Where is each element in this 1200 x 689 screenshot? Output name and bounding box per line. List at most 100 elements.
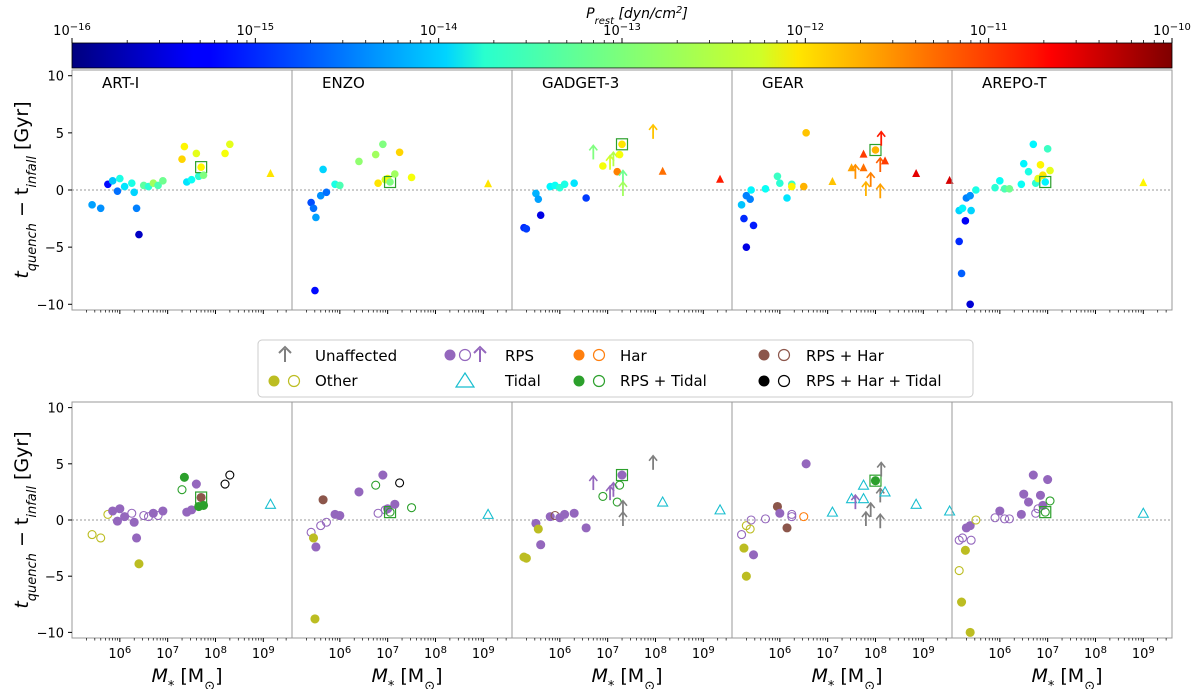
legend-label-har: Har (620, 347, 647, 365)
data-point-rps (618, 140, 626, 149)
data-point-rps (130, 188, 138, 197)
data-point-rps_tidal (386, 178, 394, 186)
data-point-rps (1038, 500, 1048, 510)
data-point-rps (1043, 474, 1053, 485)
y-tick-label: 5 (56, 458, 64, 473)
data-point-rps-arrowhead (850, 163, 861, 171)
data-point-rps (1035, 490, 1046, 500)
data-point-rps (159, 177, 167, 185)
data-point-rps_tidal (385, 507, 395, 517)
data-point-rps_tidal (180, 142, 189, 151)
data-point-other (135, 230, 143, 239)
data-point-rps (737, 201, 746, 209)
x-tick-label: 108 (204, 645, 227, 663)
highlight-box (869, 143, 882, 157)
data-point-rps (312, 213, 320, 222)
data-point-rps (374, 179, 382, 187)
y-tick-label: −5 (45, 570, 64, 585)
data-point-tidal (658, 166, 667, 175)
data-point-rps (115, 504, 125, 514)
data-point-other (308, 533, 319, 543)
data-point-other (521, 553, 531, 563)
legend-arrowhead-rps (473, 345, 487, 354)
x-tick-label: 108 (1084, 645, 1107, 663)
data-point-other (957, 269, 966, 278)
x-tick-label: 109 (1132, 645, 1155, 663)
x-tick-label: 106 (988, 645, 1011, 663)
y-tick-label: 10 (47, 70, 64, 85)
x-tick-label: 108 (644, 645, 667, 663)
data-point-unaffected-arrowhead (861, 180, 871, 188)
colorbar-label: Prest [dyn/cm2] (586, 5, 688, 27)
data-point-other (87, 530, 97, 540)
data-point-rps (1000, 514, 1010, 524)
data-point-unaffected-arrowhead (876, 461, 886, 469)
legend-marker-rps-har-tidal-filled (758, 375, 770, 387)
data-point-other (533, 524, 543, 534)
data-point-tidal (847, 163, 856, 172)
data-point-rps_har (196, 492, 206, 503)
data-point-rps_har (782, 523, 792, 533)
data-point-rps (1023, 497, 1034, 507)
y-tick-label: 0 (56, 514, 64, 529)
data-point-unaffected-arrowhead (866, 171, 876, 179)
data-point-rps (957, 533, 968, 543)
data-point-other (965, 627, 975, 637)
data-point-tidal (266, 169, 275, 177)
colorbar-tick-label: 10−11 (970, 22, 1008, 40)
highlight-box (1039, 506, 1052, 519)
data-point-other (96, 204, 105, 213)
data-point-rps-arrowhead (588, 474, 598, 482)
data-point-rps_tidal (1040, 507, 1050, 517)
panel-top-gear: GEAR (731, 69, 954, 314)
data-point-other (972, 186, 980, 194)
data-point-rps (965, 521, 975, 531)
data-point-rps-arrowhead (850, 493, 861, 501)
data-point-unaffected-arrowhead (648, 123, 658, 131)
data-point-unaffected-arrowhead (618, 169, 628, 177)
panel-title: AREPO-T (982, 74, 1047, 92)
data-point-rps (391, 170, 399, 178)
data-point-rps (990, 513, 1000, 523)
data-point-tidal (716, 174, 725, 183)
data-point-rps (560, 180, 569, 189)
data-point-rps_tidal (371, 480, 381, 490)
panel-bottom-arepo-t: 106 107 108 109 (951, 401, 1173, 663)
data-point-rps (127, 508, 137, 518)
data-point-rps (311, 542, 321, 552)
panel-bottom-enzo: 106 107 108 109 (291, 401, 513, 662)
colorbar-tick-label: 10−15 (237, 22, 275, 40)
data-point-rps_har (197, 163, 205, 171)
data-point-rps (801, 459, 811, 469)
legend-marker-rps-har-filled (758, 349, 770, 361)
data-point-rps (775, 508, 785, 518)
colorbar: Prest [dyn/cm2] 10−16 10−15 10−14 10−13 10−1… (53, 5, 1191, 69)
data-point-rps (1019, 159, 1028, 168)
highlight-box (869, 474, 882, 487)
data-point-rps (581, 523, 591, 533)
data-point-other (746, 195, 754, 203)
data-point-tidal (482, 508, 495, 519)
data-point-other (961, 217, 970, 225)
data-point-tidal (656, 495, 669, 507)
legend-marker-other-open (287, 374, 301, 388)
legend-label-other: Other (315, 372, 358, 390)
legend-entry-har: Har (573, 347, 647, 365)
data-point-tidal (1137, 507, 1150, 518)
data-point-rps_har_tidal (226, 140, 234, 149)
data-point-rps (1029, 140, 1038, 149)
data-point-rps (1024, 167, 1033, 176)
data-point-rps_tidal (179, 472, 189, 482)
data-point-rps (995, 506, 1005, 516)
legend-marker-har-filled (573, 349, 585, 361)
highlight-box (615, 468, 629, 482)
data-point-rps (322, 188, 331, 197)
data-point-rps_tidal (870, 476, 881, 486)
data-point-unaffected-arrowhead (648, 454, 658, 462)
legend-label-rps: RPS (505, 347, 534, 365)
x-tick-label: 109 (912, 645, 935, 663)
data-point-rps_tidal (177, 485, 187, 495)
panel-title: ENZO (322, 74, 365, 92)
data-point-tidal (714, 503, 726, 515)
data-point-rps (1017, 180, 1026, 189)
